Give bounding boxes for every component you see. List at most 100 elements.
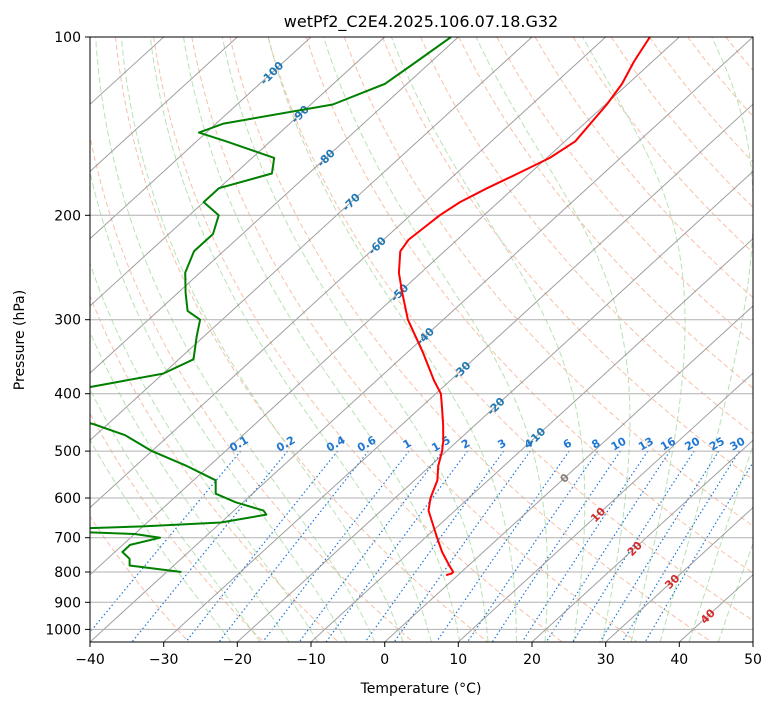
moist-adiabat — [221, 37, 489, 642]
moist-adiabat — [90, 439, 232, 642]
y-tick-label: 500 — [54, 444, 81, 460]
y-tick-label: 900 — [54, 595, 81, 611]
y-tick-label: 200 — [54, 208, 81, 224]
isotherm-line — [163, 103, 753, 642]
mixing-ratio-line — [90, 450, 242, 633]
mixing-ratio-line — [185, 450, 339, 642]
moist-adiabat — [267, 37, 517, 642]
x-tick-label: 40 — [670, 652, 688, 668]
moist-adiabat — [90, 388, 261, 642]
y-axis-label: Pressure (hPa) — [12, 290, 28, 390]
mixing-ratio-label: 2 — [459, 437, 472, 452]
y-tick-label: 100 — [54, 30, 81, 46]
mixing-ratio-line — [491, 450, 621, 642]
x-tick-label: 30 — [597, 652, 615, 668]
profiles — [90, 37, 651, 577]
dry-adiabat — [382, 37, 753, 481]
moist-adiabat — [475, 37, 631, 642]
dry-adiabat — [534, 37, 753, 299]
dry-adiabat — [191, 37, 638, 642]
moist-adiabat — [659, 37, 753, 642]
isotherm-line — [90, 37, 238, 173]
isotherm-line — [90, 37, 312, 240]
dry-adiabat — [90, 294, 339, 642]
x-axis: −40 −30 −20 −10 0 10 20 30 40 50 — [75, 642, 762, 668]
mixing-ratio-line — [298, 450, 444, 642]
mixing-ratio-line — [131, 450, 289, 642]
x-tick-label: 0 — [380, 652, 389, 668]
mixing-ratio-line — [262, 450, 410, 642]
moist-adiabat — [90, 169, 347, 642]
dry-adiabat — [115, 37, 488, 642]
moist-adiabat — [95, 37, 376, 642]
isotherm-line — [310, 237, 753, 642]
temperature-profile — [397, 37, 651, 577]
moist-adiabat — [183, 37, 461, 642]
x-tick-label: 10 — [449, 652, 467, 668]
mixing-ratio-line — [325, 450, 468, 642]
moist-adiabat — [582, 37, 686, 642]
x-tick-label: −30 — [149, 652, 179, 668]
dry-adiabat — [90, 412, 264, 642]
mixing-ratio-line — [393, 450, 531, 642]
dry-adiabat — [90, 133, 414, 642]
x-tick-label: −40 — [75, 652, 105, 668]
dry-adiabat — [764, 37, 775, 642]
dry-adiabat — [90, 515, 190, 642]
x-tick-label: 50 — [744, 652, 762, 668]
isotherm-line — [384, 305, 753, 642]
y-tick-label: 800 — [54, 565, 81, 581]
mixing-ratio-label: 3 — [495, 437, 508, 452]
moist-adiabat — [688, 443, 753, 642]
isotherm-line — [90, 37, 386, 307]
dry-adiabat — [343, 37, 753, 527]
x-tick-label: −10 — [296, 652, 326, 668]
y-tick-label: 600 — [54, 491, 81, 507]
moist-adiabat — [390, 37, 586, 642]
dry-adiabat — [687, 37, 753, 118]
isotherm-line — [90, 37, 680, 576]
isotherm-line — [752, 641, 753, 642]
y-tick-label: 700 — [54, 531, 81, 547]
y-tick-label: 300 — [54, 313, 81, 329]
y-tick-label: 400 — [54, 387, 81, 403]
mixing-ratio-line — [599, 450, 720, 642]
moist-adiabat — [90, 330, 290, 642]
isotherm-line — [90, 37, 607, 509]
y-axis: 100 200 300 400 500 600 700 800 900 1000 — [45, 30, 90, 638]
dry-adiabat — [153, 37, 563, 642]
mixing-ratio-line — [364, 450, 505, 642]
isotherm-line — [90, 37, 753, 642]
dry-adiabat — [725, 37, 753, 72]
moist-adiabat — [90, 262, 319, 642]
moist-adiabat — [323, 37, 548, 642]
x-tick-label: 20 — [523, 652, 541, 668]
isotherm-line — [90, 37, 459, 374]
moist-adiabat — [120, 37, 404, 642]
dry-adiabat — [267, 37, 753, 622]
isotherm-line — [531, 439, 753, 642]
dewpoint-profile — [90, 37, 452, 573]
gridlines — [90, 37, 753, 642]
isotherm-line — [236, 170, 753, 642]
isotherm-line — [457, 372, 753, 642]
mixing-ratio-line — [435, 450, 570, 642]
moist-adiabat — [149, 37, 432, 642]
dry-adiabat — [229, 37, 712, 642]
background-lines — [90, 37, 775, 642]
mixing-ratio-line — [218, 450, 369, 642]
x-tick-label: −20 — [223, 652, 253, 668]
isopleth-labels: 0.1 0.2 0.4 0.6 1 1.5 2 3 4 6 8 10 13 16 20 25 30-100-90… — [227, 59, 747, 627]
isotherm-line — [90, 37, 533, 442]
isotherm-line — [605, 506, 753, 642]
dry-adiabat — [649, 37, 753, 163]
chart-title: wetPf2_C2E4.2025.106.07.18.G32 — [284, 12, 558, 32]
mixing-ratio-label: 8 — [589, 437, 602, 452]
y-tick-label: 1000 — [45, 622, 81, 638]
mixing-ratio-label: 6 — [561, 436, 574, 451]
mixing-ratio-line — [621, 450, 740, 642]
x-axis-label: Temperature (°C) — [360, 681, 482, 697]
mixing-ratio-line — [521, 450, 649, 642]
